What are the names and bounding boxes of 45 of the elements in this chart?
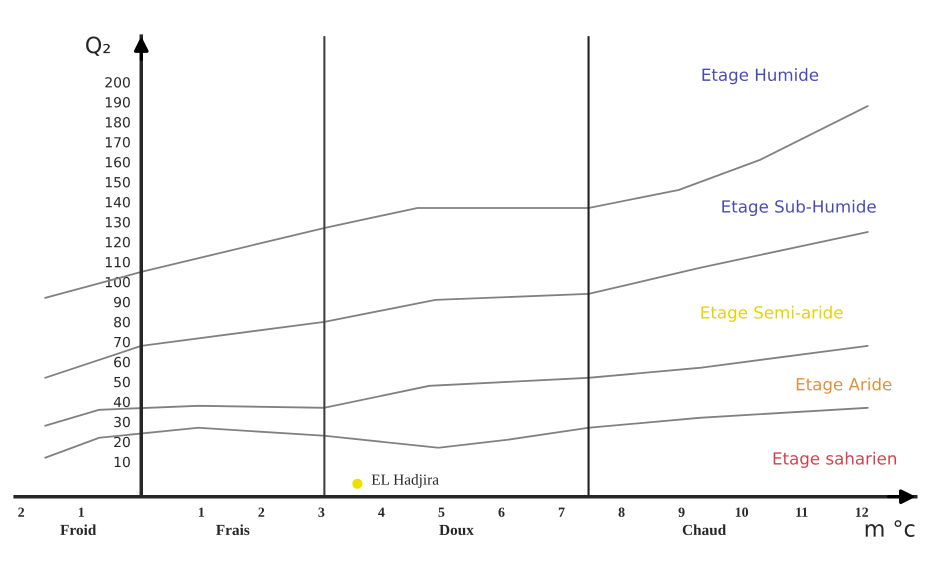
y-tick-label: 90 <box>114 296 130 308</box>
text: Frais <box>216 524 250 536</box>
x-tick-label: 5 <box>438 508 444 517</box>
x-tick-label: 4 <box>378 508 385 517</box>
y-tick-label: 170 <box>106 137 130 148</box>
y-tick-label: 180 <box>106 117 130 128</box>
x-axis-title: m °c <box>866 520 914 537</box>
x-tick-label: 1 <box>78 508 84 517</box>
y-tick-label: 130 <box>106 216 130 228</box>
y-tick-label: 200 <box>105 77 130 88</box>
annotation: Etage Aride <box>796 378 892 394</box>
text: Froid <box>60 524 96 536</box>
y-tick-label: 160 <box>106 156 130 168</box>
y-tick-label: 30 <box>114 416 130 428</box>
y-tick-label: 150 <box>106 176 130 188</box>
x-tick-label: 2 <box>18 508 24 517</box>
y-tick-label: 70 <box>114 336 130 348</box>
y-tick-label: 140 <box>106 196 130 208</box>
y-tick-label: 40 <box>114 396 130 408</box>
y-tick-label: 190 <box>106 97 130 108</box>
y-tick-label: 10 <box>114 456 130 468</box>
x-tick-label: 8 <box>618 508 625 517</box>
y-tick-label: 60 <box>114 356 130 368</box>
annotation: Etage Semi-aride <box>701 306 843 322</box>
y-axis-title: Q₂ <box>86 36 110 56</box>
x-tick-label: 12 <box>856 508 868 517</box>
y-tick-label: 80 <box>114 316 130 328</box>
series-label: EL Hadjira <box>372 474 439 488</box>
annotation: Etage Sub-Humide <box>722 200 876 216</box>
y-tick-label: 50 <box>114 376 130 388</box>
x-tick-label: 2 <box>258 508 264 517</box>
text: Chaud <box>682 524 726 536</box>
x-tick-label: 11 <box>796 508 808 517</box>
y-tick-label: 20 <box>114 436 130 448</box>
y-tick-label: 110 <box>106 256 130 268</box>
text: Doux <box>439 524 474 536</box>
x-tick-label: 1 <box>198 508 204 517</box>
y-tick-label: 120 <box>106 236 130 248</box>
annotation: Etage Humide <box>702 68 818 84</box>
x-tick-label: 7 <box>558 508 565 517</box>
x-tick-label: 9 <box>678 508 685 517</box>
annotation: Etage saharien <box>774 452 896 468</box>
x-tick-label: 10 <box>736 508 748 517</box>
x-tick-label: 6 <box>498 508 505 517</box>
x-tick-label: 3 <box>318 508 324 517</box>
